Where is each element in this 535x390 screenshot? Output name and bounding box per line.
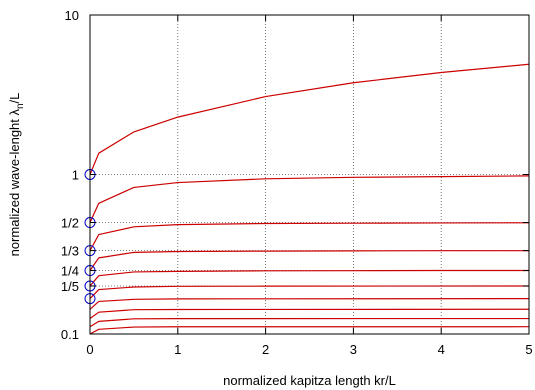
y-axis-label-tail: /L xyxy=(7,93,22,104)
tick-layer: 0 1 2 3 4 5 0.1 1/51/4 1/3 1/2 1 10 xyxy=(61,8,533,357)
x-tick-label: 1 xyxy=(174,342,181,357)
y-tick-label: 1 xyxy=(72,168,79,183)
y-tick-label: 10 xyxy=(65,8,79,23)
y-tick-label: 1/2 xyxy=(61,216,79,231)
x-tick-label: 5 xyxy=(525,342,532,357)
y-axis-label: normalized wave-lenght λn/L xyxy=(7,93,26,257)
series-line-n1 xyxy=(89,63,530,175)
series-line-n8 xyxy=(89,308,530,320)
series-line-n6 xyxy=(89,285,530,300)
y-tick-label: 1/4 xyxy=(61,264,79,279)
y-tick-label: 1/3 xyxy=(61,244,79,259)
x-tick-label: 3 xyxy=(350,342,357,357)
series-line-n9 xyxy=(89,317,530,328)
curve-layer xyxy=(89,63,530,335)
series-line-n2 xyxy=(89,175,530,223)
series-line-n5 xyxy=(89,269,529,287)
x-axis-label: normalized kapitza length kr/L xyxy=(223,373,396,388)
y-tick-label: 0.1 xyxy=(61,327,79,342)
series-line-n4 xyxy=(89,250,529,271)
x-tick-label: 0 xyxy=(86,342,93,357)
y-axis-label-main: normalized wave-lenght λ xyxy=(7,109,22,257)
series-line-n3 xyxy=(89,222,530,251)
series-line-n10 xyxy=(89,326,530,335)
y-axis-label-subscript: n xyxy=(15,103,26,109)
series-line-n7 xyxy=(89,298,530,310)
x-tick-label: 2 xyxy=(262,342,269,357)
x-tick-label: 4 xyxy=(438,342,445,357)
y-tick-label: 1/5 xyxy=(61,279,79,294)
